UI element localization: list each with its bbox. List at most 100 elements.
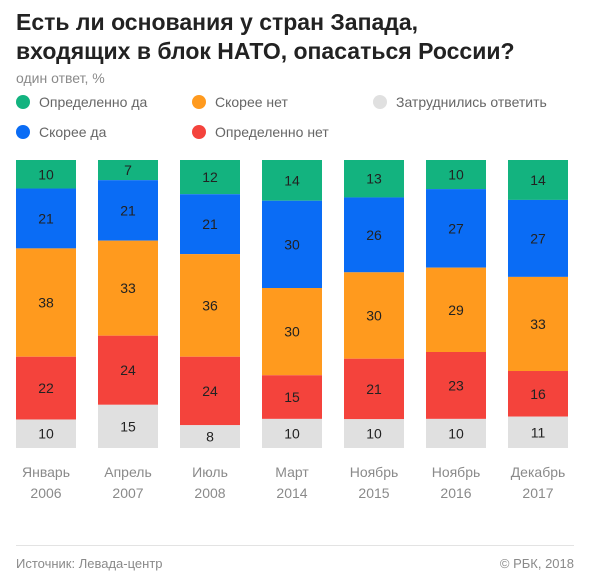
data-label-definitely-no: 23 (448, 377, 464, 393)
bar-segment-rather-yes (180, 194, 240, 255)
data-label-rather-no: 38 (38, 295, 54, 311)
data-label-definitely-no: 21 (366, 381, 382, 397)
data-label-hard-to-say: 11 (531, 424, 546, 440)
bar-segment-definitely-yes (180, 160, 240, 195)
bar-segment-definitely-no (426, 352, 486, 419)
legend-swatch-definitely-yes (16, 95, 30, 109)
data-label-definitely-no: 24 (202, 383, 218, 399)
bar-segment-hard-to-say (180, 425, 240, 448)
legend-item-hard-to-say: Затруднились ответить (373, 94, 547, 110)
bar-segment-definitely-no (344, 358, 404, 420)
chart-legend: Определенно да Скорее нет Затруднились о… (16, 94, 586, 144)
x-tick-label-year: 2008 (194, 485, 225, 501)
bar-segment-hard-to-say (508, 416, 568, 448)
bar-segment-definitely-yes (16, 160, 76, 189)
bar-segment-hard-to-say (344, 419, 404, 448)
bar-segment-hard-to-say (426, 418, 486, 448)
bar-segment-hard-to-say (262, 418, 322, 448)
bar-segment-rather-no (98, 240, 158, 336)
x-tick-label-year: 2016 (440, 485, 471, 501)
x-tick-label-year: 2015 (358, 485, 389, 501)
data-label-rather-no: 36 (202, 297, 218, 313)
bar-segment-rather-no (508, 276, 568, 372)
bar-segment-rather-no (344, 272, 404, 359)
bar-segment-rather-yes (262, 200, 322, 288)
bar-segment-rather-no (16, 248, 76, 357)
bar-segment-definitely-yes (426, 160, 486, 190)
chart-title-line-1: Есть ли основания у стран Запада, (16, 9, 419, 35)
data-label-definitely-no: 16 (530, 386, 546, 402)
bar-segment-definitely-yes (344, 160, 404, 198)
data-label-hard-to-say: 10 (284, 425, 300, 441)
x-tick-label-month: Апрель (104, 464, 152, 480)
chart-subtitle: один ответ, % (16, 70, 105, 86)
bar-segment-definitely-no (98, 335, 158, 405)
legend-label-definitely-yes: Определенно да (39, 94, 148, 110)
data-label-hard-to-say: 8 (206, 429, 214, 445)
legend-swatch-hard-to-say (373, 95, 387, 109)
chart-title: Есть ли основания у стран Запада, входящ… (16, 8, 576, 66)
data-label-rather-no: 30 (284, 324, 300, 340)
legend-item-definitely-no: Определенно нет (192, 124, 329, 140)
data-label-rather-yes: 21 (120, 202, 136, 218)
data-label-definitely-no: 22 (38, 380, 54, 396)
legend-label-rather-no: Скорее нет (215, 94, 288, 110)
legend-label-definitely-no: Определенно нет (215, 124, 329, 140)
data-label-definitely-no: 24 (120, 362, 136, 378)
copyright-note: © РБК, 2018 (499, 556, 574, 571)
x-tick-label-year: 2014 (276, 485, 307, 501)
data-label-rather-yes: 21 (202, 216, 218, 232)
bar-segment-definitely-yes (508, 160, 568, 200)
data-label-definitely-no: 15 (284, 389, 300, 405)
x-tick-label-month: Январь (22, 464, 70, 480)
bar-segment-definitely-yes (98, 160, 158, 181)
bar-segment-definitely-no (180, 356, 240, 426)
data-label-hard-to-say: 10 (366, 426, 382, 442)
x-tick-label-month: Июль (192, 464, 228, 480)
data-label-rather-no: 29 (448, 302, 464, 318)
data-label-definitely-yes: 14 (530, 172, 546, 188)
data-label-rather-no: 33 (120, 280, 136, 296)
x-tick-label-year: 2017 (522, 485, 553, 501)
x-tick-label-year: 2007 (112, 485, 143, 501)
legend-item-rather-yes: Скорее да (16, 124, 106, 140)
legend-swatch-definitely-no (192, 125, 206, 139)
data-label-hard-to-say: 10 (38, 426, 54, 442)
bar-segment-definitely-no (262, 375, 322, 419)
footer-divider (16, 545, 574, 546)
legend-item-rather-no: Скорее нет (192, 94, 288, 110)
legend-item-definitely-yes: Определенно да (16, 94, 147, 110)
bar-segment-hard-to-say (98, 404, 158, 448)
x-tick-label-year: 2006 (30, 485, 61, 501)
bar-segment-hard-to-say (16, 419, 76, 448)
x-tick-label-month: Декабрь (511, 464, 566, 480)
data-label-rather-yes: 30 (284, 236, 300, 252)
x-tick-label-month: Март (275, 464, 309, 480)
x-tick-label-month: Ноябрь (432, 464, 481, 480)
legend-swatch-rather-yes (16, 125, 30, 139)
bar-segment-rather-yes (344, 197, 404, 273)
data-label-rather-yes: 26 (366, 227, 382, 243)
data-label-rather-yes: 27 (530, 230, 546, 246)
bar-segment-rather-no (426, 267, 486, 352)
data-label-rather-yes: 21 (38, 210, 54, 226)
bar-segment-definitely-no (508, 371, 568, 417)
bar-segment-definitely-yes (262, 160, 322, 201)
data-label-definitely-yes: 12 (202, 169, 218, 185)
data-label-hard-to-say: 15 (120, 418, 136, 434)
data-label-definitely-yes: 10 (448, 167, 464, 183)
data-label-definitely-yes: 14 (284, 172, 300, 188)
legend-label-rather-yes: Скорее да (39, 124, 107, 140)
stacked-bar-chart: 10 21 38 22 10 Январь 2006 7 21 33 24 15 Апрель 2007 1… (16, 160, 568, 501)
data-label-definitely-yes: 10 (38, 166, 54, 182)
legend-swatch-rather-no (192, 95, 206, 109)
bar-segment-rather-yes (98, 180, 158, 241)
data-label-rather-no: 33 (530, 316, 546, 332)
legend-label-hard-to-say: Затруднились ответить (396, 94, 547, 110)
bar-segment-rather-yes (508, 199, 568, 277)
data-label-definitely-yes: 7 (124, 162, 132, 178)
bar-segment-rather-no (262, 288, 322, 376)
data-label-rather-yes: 27 (448, 220, 464, 236)
bar-segment-definitely-no (16, 356, 76, 420)
chart-title-line-2: входящих в блок НАТО, опасаться России? (16, 38, 515, 64)
